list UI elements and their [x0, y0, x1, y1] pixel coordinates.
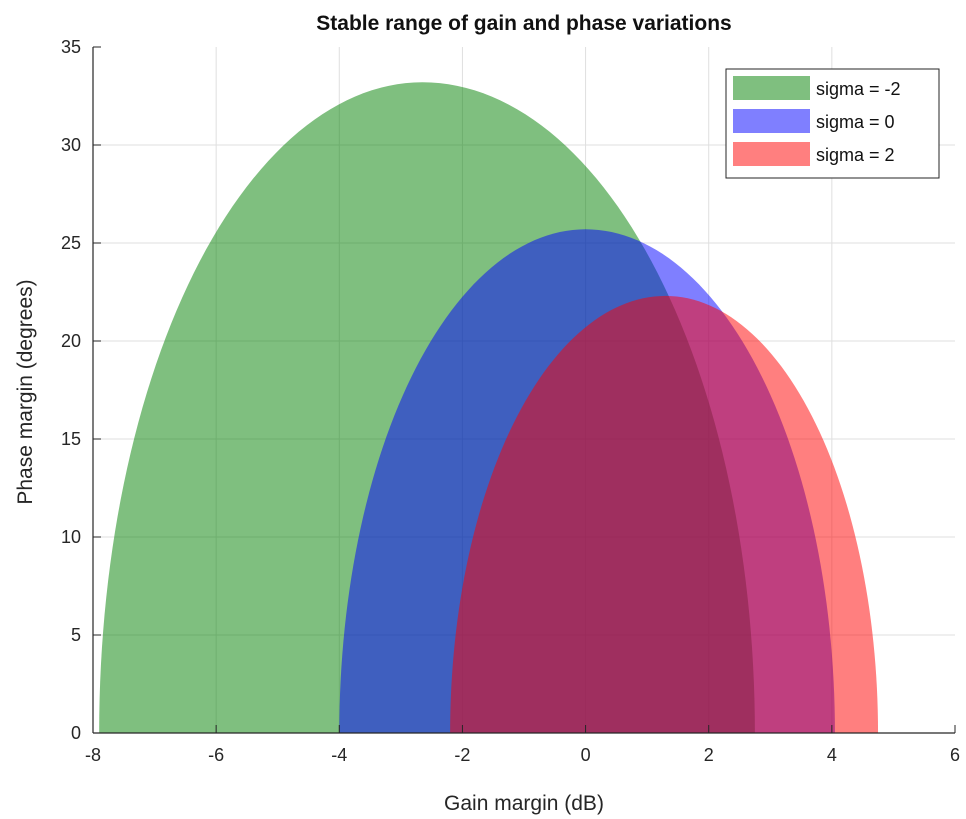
y-tick-label: 10	[61, 527, 81, 547]
x-tick-label: 2	[704, 745, 714, 765]
chart-title: Stable range of gain and phase variation…	[316, 12, 731, 35]
y-tick-label: 5	[71, 625, 81, 645]
x-tick-label: 0	[581, 745, 591, 765]
legend-swatch	[733, 109, 810, 133]
legend-entry: sigma = 2	[816, 145, 895, 165]
x-tick-label: -8	[85, 745, 101, 765]
y-tick-label: 20	[61, 331, 81, 351]
y-tick-label: 30	[61, 135, 81, 155]
y-tick-label: 35	[61, 37, 81, 57]
series-areas	[99, 82, 879, 733]
y-axis-label: Phase margin (degrees)	[14, 279, 37, 504]
y-tick-label: 15	[61, 429, 81, 449]
x-tick-label: -4	[331, 745, 347, 765]
y-tick-label: 0	[71, 723, 81, 743]
tick-labels: -8 -6 -4 -2 0 2 4 6 0 5 10 15 20 25 30 35	[61, 37, 960, 765]
legend: sigma = -2 sigma = 0 sigma = 2	[725, 68, 940, 179]
x-tick-label: -6	[208, 745, 224, 765]
legend-entry: sigma = -2	[816, 79, 901, 99]
legend-swatch	[733, 142, 810, 166]
x-tick-label: 4	[827, 745, 837, 765]
y-tick-label: 25	[61, 233, 81, 253]
x-tick-label: -2	[454, 745, 470, 765]
axes	[92, 46, 956, 734]
legend-entry: sigma = 0	[816, 112, 895, 132]
x-tick-label: 6	[950, 745, 960, 765]
series-area-2	[450, 295, 879, 733]
legend-swatch	[733, 76, 810, 100]
x-axis-label: Gain margin (dB)	[444, 792, 604, 815]
